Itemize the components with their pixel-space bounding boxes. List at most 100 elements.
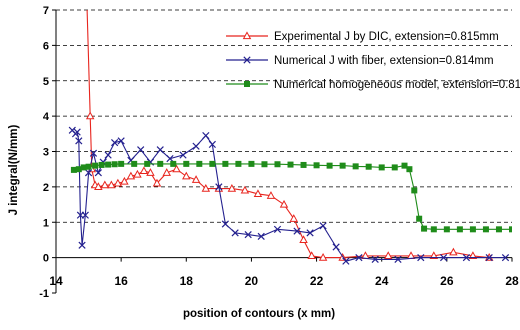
y-axis-title: J integral(N/mm) <box>8 124 20 215</box>
y-tick-label: 5 <box>43 76 49 88</box>
y-tick-label: 4 <box>43 111 50 123</box>
data-point <box>411 187 418 194</box>
legend-label: Numerical J with fiber, extension=0.814m… <box>274 55 494 67</box>
data-point <box>352 163 359 170</box>
data-point <box>117 137 125 145</box>
data-point <box>468 251 478 259</box>
legend: Experimental J by DIC, extension=0.815mm… <box>226 31 520 91</box>
legend-marker <box>243 56 251 64</box>
data-point <box>485 254 493 262</box>
data-point <box>449 247 458 256</box>
data-point <box>443 226 450 233</box>
data-point <box>209 160 216 167</box>
y-tick-label: -1 <box>39 288 49 300</box>
data-point <box>94 182 103 190</box>
data-point <box>274 161 281 168</box>
y-tick-label: 6 <box>43 40 49 52</box>
data-point <box>222 160 229 167</box>
data-point <box>417 254 425 262</box>
data-point <box>235 160 242 167</box>
data-point <box>318 252 328 261</box>
data-point <box>81 211 89 219</box>
data-point <box>495 226 502 233</box>
data-point <box>371 255 379 264</box>
data-point <box>162 168 171 176</box>
x-tick-label: 16 <box>114 274 128 288</box>
data-point <box>80 164 87 171</box>
data-point <box>126 171 136 180</box>
data-point <box>120 176 129 185</box>
data-point <box>339 162 346 169</box>
x-tick-label: 18 <box>180 274 194 288</box>
data-point <box>378 164 385 171</box>
data-point <box>273 225 282 233</box>
data-point <box>401 162 408 169</box>
x-tick-labels: 14 16 18 20 22 24 26 28 <box>49 274 519 288</box>
data-point <box>326 162 333 169</box>
data-point <box>215 183 223 191</box>
data-point <box>287 161 294 168</box>
data-point <box>139 166 149 175</box>
data-point <box>208 140 216 149</box>
data-point <box>201 184 211 192</box>
data-point <box>300 161 307 168</box>
data-point <box>456 226 463 233</box>
data-point <box>89 149 98 157</box>
data-point <box>111 139 119 147</box>
y-tick-label: 0 <box>43 253 49 265</box>
data-point <box>313 162 320 169</box>
x-tick-label: 24 <box>375 274 389 288</box>
data-point <box>319 222 327 230</box>
data-point <box>107 180 116 189</box>
legend-entry: Numerical homogeneous model, extension=0… <box>226 79 520 91</box>
data-point <box>299 235 308 244</box>
legend-marker <box>244 81 250 87</box>
data-point <box>332 243 340 251</box>
data-point <box>248 160 255 167</box>
data-point <box>257 232 265 241</box>
data-point <box>157 160 164 167</box>
grid-lines <box>56 9 512 223</box>
data-point <box>253 189 263 198</box>
data-point <box>227 184 237 192</box>
data-point <box>365 163 372 170</box>
data-point <box>383 251 393 259</box>
y-tick-labels: -1 0 1 2 3 4 5 6 7 <box>39 5 50 300</box>
data-point <box>111 161 118 168</box>
data-point <box>75 166 82 173</box>
y-tick-label: 7 <box>43 5 49 17</box>
data-point <box>342 257 350 265</box>
y-tick-label: 3 <box>43 147 49 159</box>
data-point <box>104 151 112 159</box>
data-point <box>439 254 448 262</box>
series-2 <box>68 126 510 265</box>
series-3 <box>70 160 512 233</box>
data-point <box>118 160 125 167</box>
data-point <box>179 151 187 159</box>
data-point <box>261 161 268 168</box>
data-point <box>221 220 229 228</box>
data-point <box>202 131 210 140</box>
data-point <box>501 254 510 262</box>
x-tick-label: 28 <box>505 274 519 288</box>
data-point <box>231 229 239 237</box>
data-point <box>307 251 316 259</box>
data-point <box>105 161 112 168</box>
y-tick-label: 2 <box>43 182 49 194</box>
data-point <box>293 227 301 235</box>
x-tick-label: 22 <box>310 274 324 288</box>
legend-label: Experimental J by DIC, extension=0.815mm <box>274 31 499 43</box>
data-point <box>421 225 428 232</box>
legend-entry: Numerical J with fiber, extension=0.814m… <box>226 55 494 67</box>
data-point <box>100 180 110 189</box>
series-line <box>71 129 506 262</box>
data-point <box>482 226 489 233</box>
data-point <box>73 128 81 136</box>
data-point <box>131 160 138 167</box>
data-point <box>84 169 93 177</box>
data-point <box>172 164 181 173</box>
data-point <box>70 166 77 173</box>
data-point <box>133 169 142 178</box>
data-point <box>391 164 398 171</box>
data-point <box>170 160 177 167</box>
